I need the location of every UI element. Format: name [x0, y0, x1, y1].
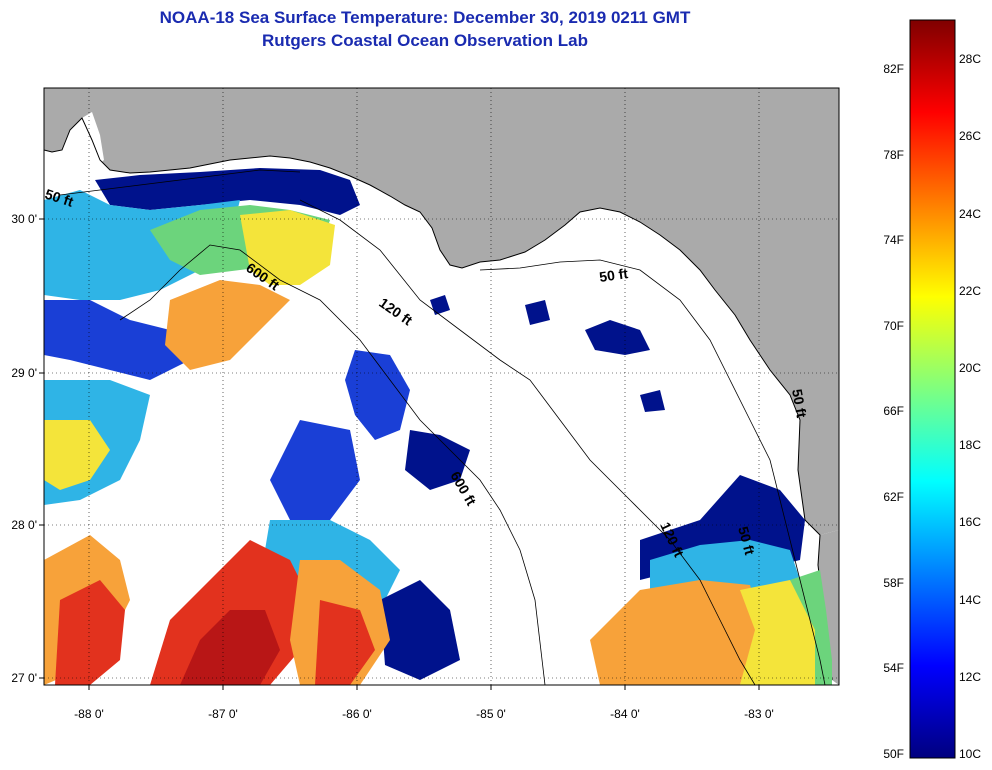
map-panel: 50 ft 50 ft 600 ft 120 ft 600 ft 120 ft … — [44, 88, 839, 685]
map-border — [43, 87, 840, 686]
sst-patch — [55, 580, 125, 685]
lon-label: -84 0' — [610, 707, 640, 721]
cb-c-label: 12C — [959, 670, 981, 684]
lon-label: -85 0' — [476, 707, 506, 721]
sst-patch — [790, 570, 832, 685]
sst-patch — [640, 390, 665, 412]
cb-f-label: 66F — [883, 404, 904, 418]
sst-patch — [430, 295, 450, 315]
sst-patch — [585, 320, 650, 355]
lon-label: -87 0' — [208, 707, 238, 721]
contour-50ft-east — [479, 259, 826, 685]
map-title: NOAA-18 Sea Surface Temperature: Decembe… — [0, 6, 850, 52]
sst-patch — [44, 300, 190, 380]
grid-lines — [44, 88, 839, 685]
cb-f-label: 70F — [883, 319, 904, 333]
sst-patch — [180, 610, 280, 685]
sst-patch — [380, 580, 460, 680]
cb-c-label: 26C — [959, 129, 981, 143]
tick-marks — [39, 218, 760, 690]
colorbar-gradient — [909, 19, 956, 759]
coastline — [44, 117, 833, 681]
sst-patch — [44, 420, 110, 490]
contour-label-50ft-south: 50 ft — [735, 525, 758, 557]
land-peninsula-se — [818, 530, 839, 685]
colorbar-celsius-labels: 28C 26C 24C 22C 20C 18C 16C 14C 12C 10C — [959, 52, 981, 761]
cb-c-label: 16C — [959, 515, 981, 529]
sst-patch — [590, 580, 760, 685]
cb-f-label: 54F — [883, 661, 904, 675]
lat-axis-labels: 30 0' 29 0' 28 0' 27 0' — [11, 212, 37, 685]
cb-f-label: 78F — [883, 148, 904, 162]
title-line-1: NOAA-18 Sea Surface Temperature: Decembe… — [159, 8, 691, 27]
colorbar: 82F 78F 74F 70F 66F 62F 58F 54F 50F 28C … — [883, 19, 981, 761]
lon-label: -88 0' — [74, 707, 104, 721]
sst-patch — [345, 350, 410, 440]
sst-patch — [165, 280, 290, 370]
sst-patch — [315, 600, 375, 685]
cb-f-label: 50F — [883, 747, 904, 761]
lat-label: 29 0' — [11, 366, 37, 380]
lon-label: -86 0' — [342, 707, 372, 721]
land-mass — [44, 88, 839, 535]
cb-c-label: 14C — [959, 593, 981, 607]
depth-contours — [59, 169, 826, 685]
sst-patch — [95, 168, 360, 215]
sst-patch — [240, 210, 335, 285]
sst-layer — [44, 168, 832, 685]
sst-patch — [525, 300, 550, 325]
cb-f-label: 58F — [883, 576, 904, 590]
contour-label-50ft-east: 50 ft — [598, 265, 629, 285]
title-line-2: Rutgers Coastal Ocean Observation Lab — [262, 31, 588, 50]
cb-c-label: 22C — [959, 284, 981, 298]
contour-120ft — [299, 199, 756, 685]
contour-600ft — [119, 244, 546, 685]
lat-label: 30 0' — [11, 212, 37, 226]
cb-f-label: 82F — [883, 62, 904, 76]
cb-f-label: 74F — [883, 233, 904, 247]
lat-label: 27 0' — [11, 671, 37, 685]
sst-patch — [270, 420, 360, 520]
colorbar-fahrenheit-labels: 82F 78F 74F 70F 66F 62F 58F 54F 50F — [883, 62, 904, 761]
sst-patch — [650, 540, 800, 590]
contour-label-50ft-southeast: 50 ft — [789, 388, 810, 419]
lon-axis-labels: -88 0' -87 0' -86 0' -85 0' -84 0' -83 0… — [74, 707, 774, 721]
cb-c-label: 24C — [959, 207, 981, 221]
lon-label: -83 0' — [744, 707, 774, 721]
cb-c-label: 20C — [959, 361, 981, 375]
cb-c-label: 10C — [959, 747, 981, 761]
cb-c-label: 18C — [959, 438, 981, 452]
sst-patch — [405, 430, 470, 490]
cb-c-label: 28C — [959, 52, 981, 66]
lat-label: 28 0' — [11, 518, 37, 532]
cb-f-label: 62F — [883, 490, 904, 504]
contour-50ft — [59, 169, 301, 196]
